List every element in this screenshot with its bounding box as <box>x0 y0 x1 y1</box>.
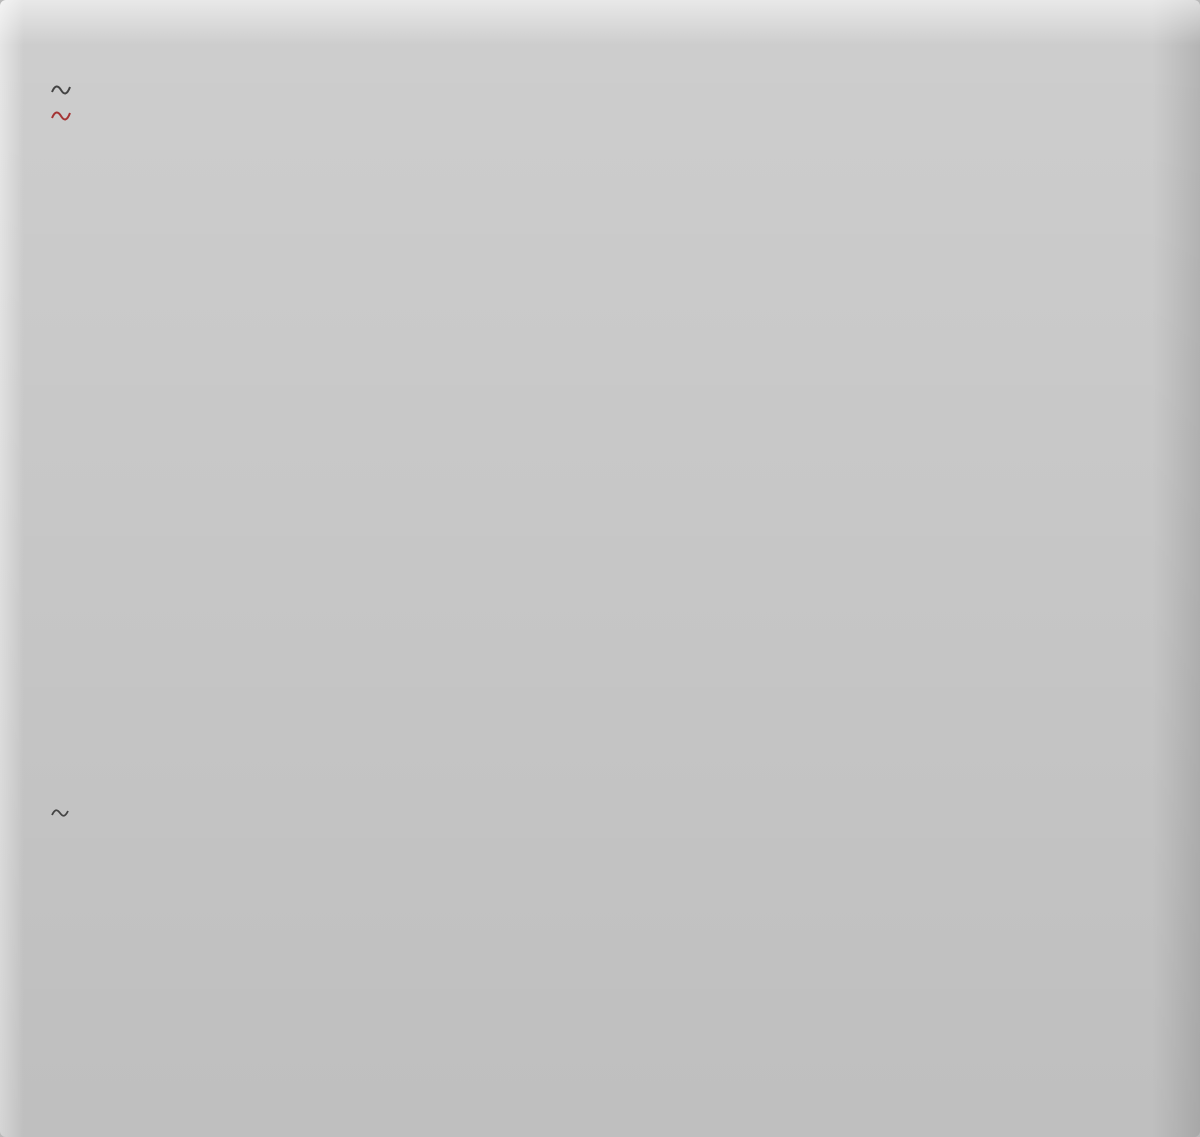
chart-header <box>0 0 1200 70</box>
line-series-icon <box>51 85 71 95</box>
breadth-chart-legend <box>50 806 83 819</box>
legend-row-spx <box>50 76 86 102</box>
line-series-icon <box>51 111 71 121</box>
price-chart-legend <box>50 76 86 128</box>
chart-subtitle <box>44 44 108 60</box>
line-series-icon <box>51 809 69 817</box>
legend-row-sma <box>50 102 86 128</box>
